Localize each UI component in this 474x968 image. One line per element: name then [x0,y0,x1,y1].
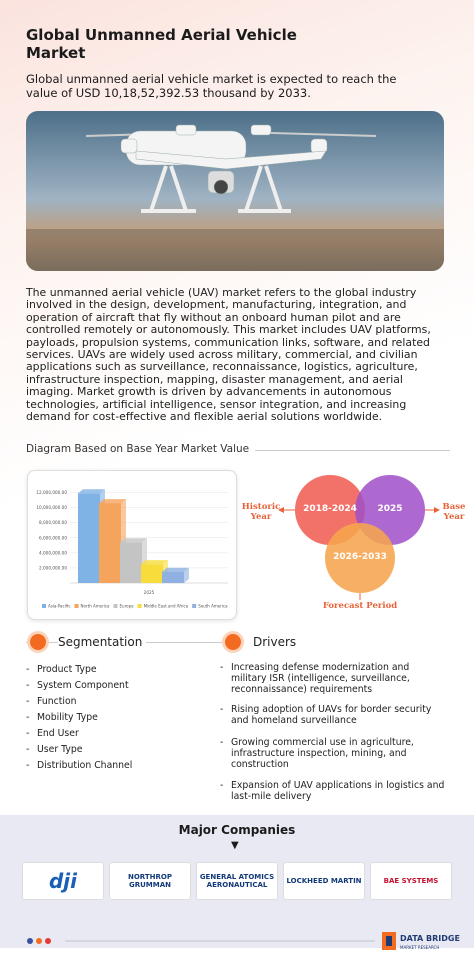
divider [255,450,450,451]
bullet: - [220,662,224,673]
bar-top [120,538,147,543]
bullet: - [26,680,30,691]
segmentation-icon [27,631,49,653]
driver-item: Growing commercial use in agriculture, i… [231,737,414,770]
legend-swatch [74,604,79,608]
drivers-icon [222,631,244,653]
legend-label: South America [198,604,228,609]
x-tick-label: 2025 [144,590,155,595]
company-logo: NORTHROP GRUMMAN [109,862,191,900]
segmentation-item: Function [37,696,77,707]
footer: DATA BRIDGE MARKET RESEARCH [27,932,460,950]
historic-label: Historic Year [241,502,281,522]
bullet: - [26,664,30,675]
bullet: - [26,712,30,723]
legend-swatch [137,604,142,608]
chart-panel: 2,000,000.00 4,000,000.00 6,000,000.00 8,00… [27,470,237,620]
legend-label: Asia-Pacific [48,604,71,609]
y-tick-label: 6,000,000.00 [39,535,67,540]
bar [78,493,100,583]
bar-chart: 2,000,000.00 4,000,000.00 6,000,000.00 8,00… [36,489,228,609]
company-logo: BAE SYSTEMS [370,862,452,900]
bullet: - [220,737,224,748]
driver-item: Expansion of UAV applications in logisti… [231,780,445,802]
y-tick-label: 4,000,000.00 [39,550,67,555]
driver-item: Rising adoption of UAVs for border secur… [231,704,432,726]
forecast-label: Forecast Period [322,601,398,611]
legend-label: Middle East and Africa [144,604,189,609]
company-logo: dji [22,862,104,900]
drivers-title: Drivers [253,635,297,649]
bar [99,503,121,583]
bar-top [162,567,189,572]
base-label: Base Year [442,502,466,522]
drone-image [26,111,444,271]
segmentation-item: System Component [37,680,129,691]
footer-tagline: MARKET RESEARCH [400,945,439,950]
subtitle: Global unmanned aerial vehicle market is… [26,72,397,100]
company-logo: LOCKHEED MARTIN [283,862,365,900]
bar-top [141,560,168,565]
description: The unmanned aerial vehicle (UAV) market… [26,286,431,424]
bullet: - [220,780,224,791]
historic-range: 2018-2024 [303,504,357,514]
company-logo: GENERAL ATOMICS AERONAUTICAL [196,862,278,900]
bullet: - [26,760,30,771]
legend-swatch [192,604,197,608]
segmentation-item: Mobility Type [37,712,98,723]
y-tick-label: 2,000,000.00 [39,565,67,570]
legend-swatch [113,604,118,608]
bar-top [99,499,126,504]
bar-top [78,489,105,494]
base-range: 2025 [377,504,403,514]
y-tick-label: 12,000,000.00 [36,490,67,495]
forecast-range: 2026-2033 [333,552,387,562]
segmentation-item: Product Type [37,664,97,675]
timeline-venn [278,475,440,600]
bullet: - [26,728,30,739]
title: Global Unmanned Aerial Vehicle Market [26,26,297,62]
legend-label: North America [81,604,111,609]
companies-title: Major Companies [178,823,296,837]
bar-side [184,567,189,583]
bullet: - [220,704,224,715]
bullet: - [26,696,30,707]
segmentation-item: Distribution Channel [37,760,133,771]
bar [120,542,142,583]
legend-label: Europe [120,604,135,609]
bar [141,564,163,583]
legend-swatch [42,604,46,608]
segmentation-item: User Type [37,744,83,755]
arrow: ▼ [231,840,239,851]
driver-item: Increasing defense modernization and mil… [231,662,410,695]
y-tick-label: 8,000,000.00 [39,520,67,525]
y-tick-label: 10,000,000.00 [36,505,67,510]
bullet: - [26,744,30,755]
bar [162,571,184,583]
segmentation-item: End User [37,728,79,739]
footer-brand: DATA BRIDGE [400,934,460,943]
segmentation-title: Segmentation [58,635,147,649]
diagram-title: Diagram Based on Base Year Market Value [26,443,250,455]
